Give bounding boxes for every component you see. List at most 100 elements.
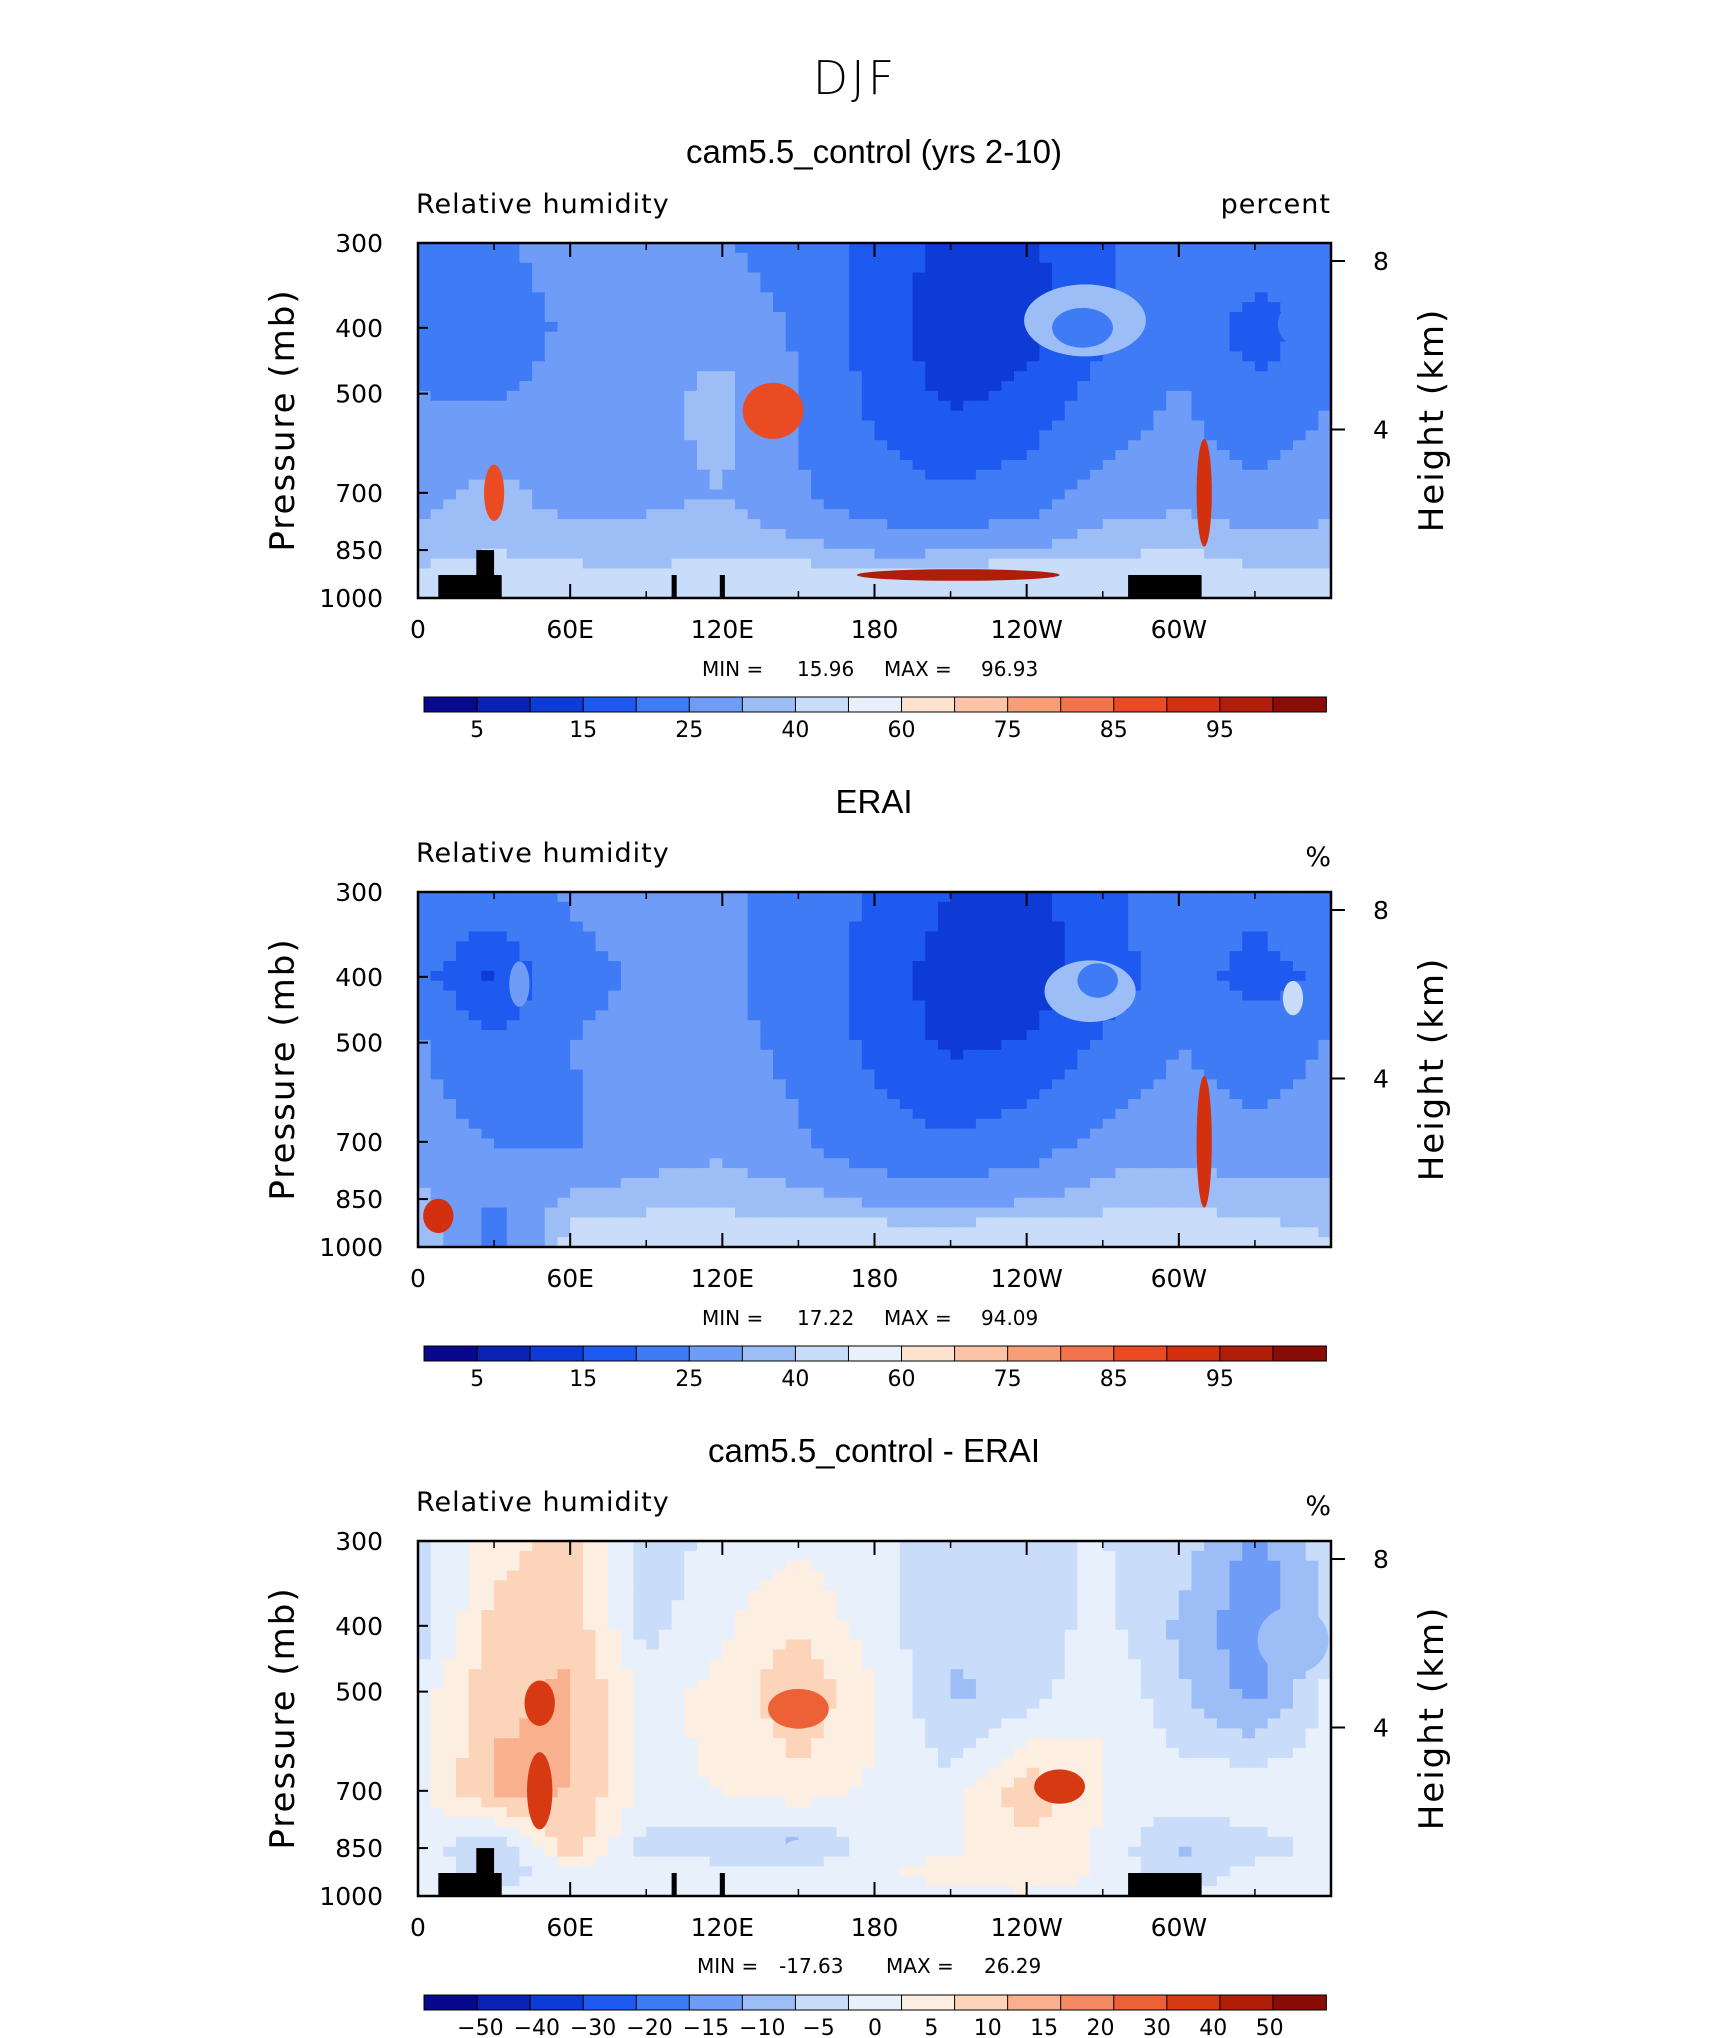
contour-cell [836,479,850,491]
contour-cell [937,331,952,343]
contour-cell [823,961,838,972]
contour-cell [823,1089,838,1100]
contour-cell [773,1069,787,1080]
contour-cell [570,469,584,481]
contour-cell [1153,519,1167,530]
contour-cell [722,1089,736,1100]
contour-cell [798,1069,812,1080]
contour-cell [722,519,736,530]
contour-cell [1305,1039,1319,1051]
contour-cell [1254,901,1269,913]
contour-cell [709,331,723,343]
contour-cell [1039,970,1053,982]
contour-cell [532,911,546,923]
contour-cell [988,440,1002,451]
contour-cell [570,1148,584,1159]
contour-cell [849,1000,863,1011]
contour-cell [785,1089,800,1100]
contour-cell [899,420,914,431]
contour-cell [887,509,901,520]
contour-cell [1216,479,1231,491]
contour-cell [874,302,888,313]
contour-cell [1128,1020,1142,1031]
contour-cell [1153,901,1167,913]
contour-cell [912,892,926,903]
contour-cell [975,1128,990,1140]
contour-cell [1242,1049,1256,1061]
contour-cell [1052,519,1066,530]
contour-cell [456,1059,470,1071]
contour-cell [481,252,495,264]
contour-cell [874,361,888,372]
contour-cell [570,282,584,293]
contour-cell [1267,459,1281,471]
contour-cell [735,469,749,481]
contour-cell [735,262,749,274]
contour-cell [1052,243,1066,254]
contour-cell [874,351,888,362]
contour-cell [899,558,914,570]
contour-cell [760,970,774,982]
contour-cell [773,588,787,598]
contour-cell [684,951,698,962]
contour-cell [595,1187,609,1199]
contour-cell [1001,381,1015,392]
contour-cell [608,1197,622,1209]
contour-cell [1140,371,1155,382]
contour-cell [798,990,812,1002]
contour-cell [747,312,761,323]
contour-cell [1292,440,1307,451]
contour-cell [963,1089,977,1100]
contour-cell [646,921,660,933]
contour-cell [747,578,761,589]
contour-cell [1254,568,1269,579]
contour-cell [1318,1020,1331,1031]
contour-cell [1292,390,1307,402]
contour-cell [1191,951,1205,962]
contour-cell [836,361,850,372]
contour-cell [975,499,990,510]
contour-cell [1191,420,1205,431]
contour-cell [595,1069,609,1080]
contour-cell [456,1069,470,1080]
contour-cell [570,578,584,589]
contour-cell [937,440,952,451]
contour-cell [1052,548,1066,560]
contour-cell [1077,450,1091,461]
contour-cell [925,548,939,560]
contour-cell [557,489,571,500]
contour-cell [722,970,736,982]
contour-cell [608,1158,622,1169]
contour-cell [1267,292,1281,303]
contour-cell [937,921,952,933]
contour-cell [1128,558,1142,570]
contour-cell [798,1010,812,1021]
contour-cell [620,1020,635,1031]
contour-cell [861,341,876,353]
contour-cell [836,292,850,303]
contour-cell [1128,538,1142,550]
contour-cell [532,262,546,274]
contour-cell [1001,1148,1015,1159]
contour-cell [1216,1168,1231,1179]
contour-cell [722,509,736,520]
contour-cell [760,1138,774,1149]
contour-cell [506,931,521,942]
contour-cell [646,479,660,491]
contour-cell [722,990,736,1002]
contour-cell [418,1049,432,1061]
contour-cell [735,489,749,500]
contour-cell [1280,459,1294,471]
contour-cell [975,1158,990,1169]
contour-cell [975,980,990,992]
contour-cell [747,1118,761,1130]
contour-cell [658,341,673,353]
contour-cell [849,538,863,550]
contour-cell [1153,371,1167,382]
contour-cell [950,980,964,992]
contour-cell [633,1128,647,1140]
contour-cell [785,538,800,550]
contour-cell [1128,892,1142,903]
contour-cell [595,499,609,510]
contour-cell [760,272,774,284]
